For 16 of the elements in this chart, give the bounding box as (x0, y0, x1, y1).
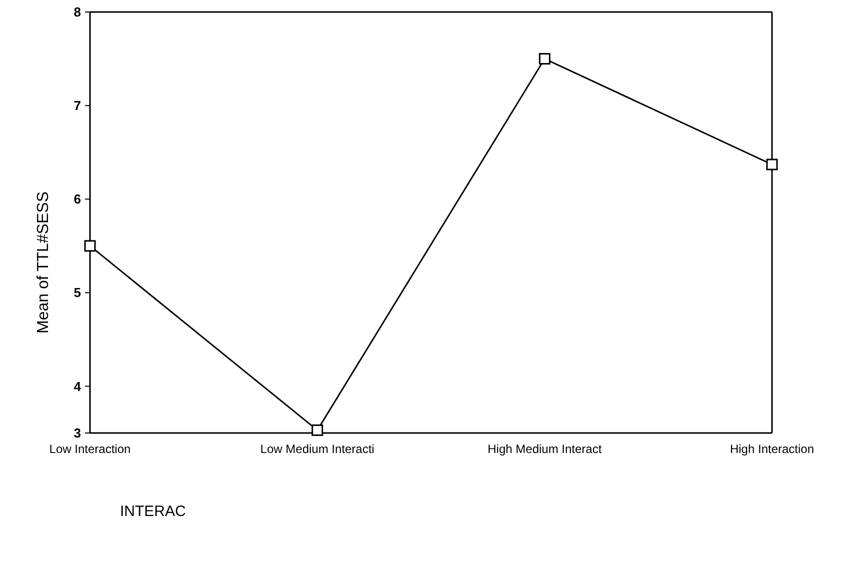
y-tick-label: 5 (74, 285, 81, 300)
x-axis-title: INTERAC (120, 503, 186, 520)
x-tick-label: High Medium Interact (488, 442, 602, 456)
y-tick-label: 6 (74, 192, 81, 207)
y-tick-label: 3 (74, 426, 81, 441)
y-tick-label: 8 (74, 4, 81, 20)
y-tick-label: 7 (74, 98, 81, 114)
point (538, 53, 550, 65)
point (312, 424, 324, 436)
y-axis-title: Mean of TTL#SESS (35, 192, 52, 334)
y-tick-label: 4 (74, 378, 82, 394)
x-tick-label: High Interaction (730, 442, 814, 456)
x-tick-label: Low Medium Interacti (260, 442, 374, 456)
x-tick-label: Low Interaction (49, 442, 131, 456)
point (766, 158, 778, 170)
point (84, 240, 96, 252)
